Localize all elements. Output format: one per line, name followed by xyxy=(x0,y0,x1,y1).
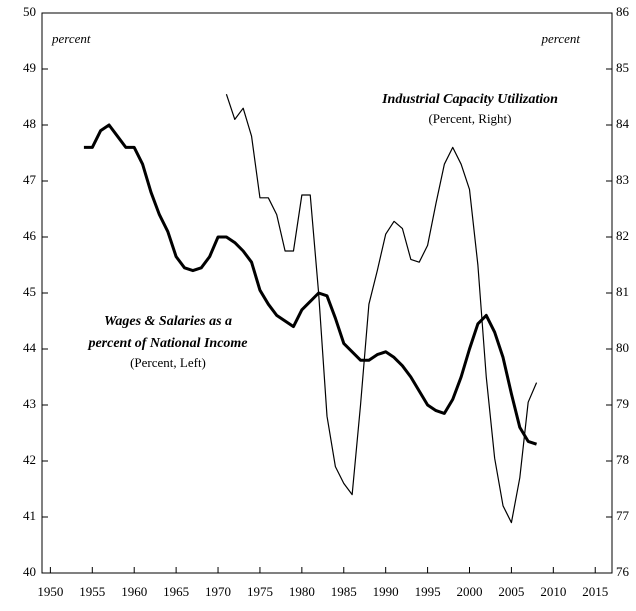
wages-title: Wages & Salaries as a xyxy=(104,314,232,329)
x-tick-label: 1970 xyxy=(205,584,231,599)
y2-tick-label: 83 xyxy=(616,172,629,187)
x-tick-label: 1990 xyxy=(373,584,399,599)
x-tick-label: 2005 xyxy=(498,584,524,599)
x-tick-label: 2000 xyxy=(457,584,483,599)
data-line xyxy=(225,94,538,524)
y-tick-label: 42 xyxy=(23,452,36,467)
y2-tick-label: 86 xyxy=(616,4,630,19)
y2-tick-label: 78 xyxy=(616,452,629,467)
y-tick-label: 44 xyxy=(23,340,37,355)
y-tick-label: 48 xyxy=(23,116,36,131)
right-unit: percent xyxy=(541,31,581,46)
y-tick-label: 47 xyxy=(23,172,37,187)
wages-title: percent of National Income xyxy=(87,336,247,351)
y2-tick-label: 84 xyxy=(616,116,630,131)
x-tick-label: 1955 xyxy=(79,584,105,599)
x-tick-label: 1965 xyxy=(163,584,189,599)
x-tick-label: 1985 xyxy=(331,584,357,599)
capacity-subtitle: (Percent, Right) xyxy=(428,111,511,126)
y-tick-label: 40 xyxy=(23,564,36,579)
x-tick-label: 2010 xyxy=(540,584,566,599)
left-unit: percent xyxy=(51,31,91,46)
y2-tick-label: 85 xyxy=(616,60,629,75)
y-tick-label: 43 xyxy=(23,396,36,411)
y2-tick-label: 80 xyxy=(616,340,629,355)
y-tick-label: 45 xyxy=(23,284,36,299)
data-line xyxy=(83,123,538,446)
x-tick-label: 1975 xyxy=(247,584,273,599)
y2-tick-label: 79 xyxy=(616,396,629,411)
y2-tick-label: 77 xyxy=(616,508,630,523)
y-tick-label: 49 xyxy=(23,60,36,75)
capacity-title: Industrial Capacity Utilization xyxy=(381,92,558,107)
x-tick-label: 1980 xyxy=(289,584,315,599)
y2-tick-label: 82 xyxy=(616,228,629,243)
y-tick-label: 50 xyxy=(23,4,36,19)
wages-subtitle: (Percent, Left) xyxy=(130,355,206,370)
x-tick-label: 1995 xyxy=(415,584,441,599)
x-tick-label: 1950 xyxy=(37,584,63,599)
x-tick-label: 1960 xyxy=(121,584,147,599)
y-tick-label: 46 xyxy=(23,228,37,243)
x-tick-label: 2015 xyxy=(582,584,608,599)
y2-tick-label: 81 xyxy=(616,284,629,299)
y2-tick-label: 76 xyxy=(616,564,630,579)
y-tick-label: 41 xyxy=(23,508,36,523)
